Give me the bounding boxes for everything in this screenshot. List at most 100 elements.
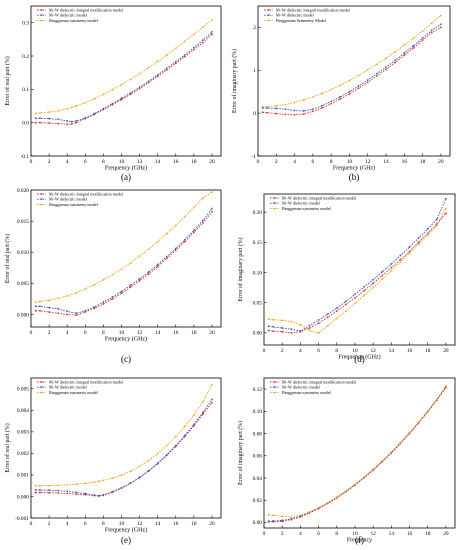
x-tick-label: 18 (191, 159, 197, 165)
data-point (138, 72, 141, 75)
y-tick-label: 1 (253, 68, 256, 74)
data-point (201, 219, 205, 222)
legend-entry: M–W dielectric model (49, 385, 88, 390)
data-point (38, 111, 42, 114)
data-point (293, 101, 296, 104)
x-tick-label: 16 (173, 521, 179, 527)
data-point (362, 294, 366, 297)
data-point (174, 47, 177, 50)
data-point (344, 309, 347, 312)
data-point (66, 107, 69, 110)
data-point (120, 487, 123, 490)
data-point (202, 41, 204, 44)
legend-marker (40, 14, 43, 17)
x-tick-label: 14 (155, 330, 161, 336)
y-tick-label: 0.2 (22, 54, 29, 60)
data-point (444, 207, 448, 210)
data-point (102, 479, 105, 482)
data-point (156, 60, 159, 63)
data-point (120, 292, 123, 295)
data-point (66, 492, 69, 495)
data-point (275, 107, 278, 110)
data-point (320, 105, 324, 108)
data-point (417, 241, 420, 244)
x-tick-label: 14 (155, 521, 161, 527)
data-point (403, 43, 406, 46)
data-point (439, 14, 442, 17)
legend-marker (267, 19, 270, 22)
data-point (66, 294, 69, 297)
y-tick-label: 0.000 (17, 312, 29, 318)
data-point (362, 286, 366, 289)
data-point (48, 122, 50, 124)
data-point (353, 293, 357, 296)
data-point (129, 92, 132, 95)
y-tick-label: 0.003 (17, 430, 29, 436)
data-point (339, 84, 342, 87)
legend: M–W dielectric integral modification mod… (270, 196, 357, 211)
data-point (308, 510, 311, 513)
y-tick-label: 0.10 (253, 409, 263, 415)
data-point (192, 229, 195, 232)
series-1 (267, 386, 447, 523)
data-point (261, 111, 264, 114)
data-point (267, 513, 270, 516)
data-point (156, 240, 159, 243)
x-tick-label: 0 (30, 521, 33, 527)
legend-marker (273, 197, 276, 199)
x-tick-label: 20 (209, 330, 215, 336)
data-point (147, 66, 150, 69)
data-point (183, 239, 186, 242)
data-point (47, 484, 51, 487)
x-tick-label: 6 (312, 159, 315, 165)
x-tick-label: 18 (425, 348, 431, 354)
y-tick-label: -0.001 (15, 516, 29, 522)
data-point (93, 494, 96, 497)
x-tick-label: 16 (173, 330, 179, 336)
x-tick-label: 20 (209, 521, 215, 527)
data-point (339, 98, 342, 100)
data-point (57, 484, 60, 487)
data-point (75, 104, 78, 107)
data-point (93, 306, 96, 309)
series-line (268, 198, 447, 332)
series-2 (267, 385, 448, 523)
series-2 (34, 207, 214, 315)
data-point (311, 108, 314, 111)
data-point (317, 506, 320, 509)
data-point (266, 105, 269, 108)
data-point (202, 413, 204, 416)
data-point (390, 269, 393, 272)
data-point (129, 261, 132, 264)
data-point (421, 39, 424, 42)
data-point (34, 112, 37, 115)
data-point (34, 491, 37, 494)
data-point (174, 60, 177, 63)
data-point (384, 57, 388, 60)
y-tick-label: 0.00 (253, 331, 263, 337)
data-point (353, 302, 357, 305)
data-point (147, 81, 150, 84)
data-point (120, 97, 123, 100)
series-3 (34, 190, 214, 303)
x-tick-label: 20 (443, 531, 449, 537)
series-3 (267, 384, 448, 518)
data-point (34, 309, 37, 312)
legend-entry: M–W dielectric model (49, 13, 88, 18)
data-point (120, 98, 123, 101)
data-point (48, 491, 50, 494)
data-point (326, 313, 329, 316)
panel-label: (e) (121, 535, 131, 545)
data-point (290, 518, 293, 521)
legend-entry: Bruggeman symmetry model (282, 390, 332, 395)
x-tick-label: 0 (30, 159, 33, 165)
series-line (35, 384, 213, 487)
data-point (366, 79, 369, 82)
data-point (201, 196, 205, 199)
y-tick-label: 0.05 (253, 301, 263, 307)
data-point (426, 232, 429, 235)
panel-f: 0 2 4 6 8 10 12 14 16 18 20 0.00 0.02 0.04 0.06 0.08 0.1… (237, 377, 456, 545)
data-point (308, 329, 311, 332)
data-point (426, 228, 429, 231)
